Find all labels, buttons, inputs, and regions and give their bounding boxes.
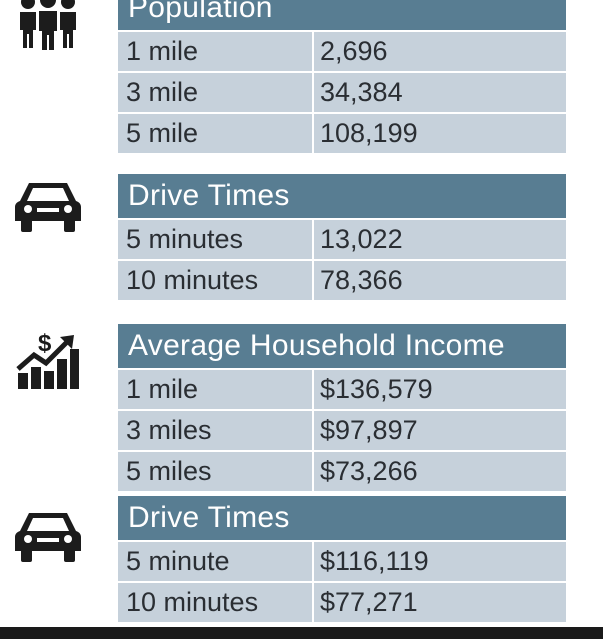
row-label: 10 minutes: [118, 583, 314, 622]
row-label: 1 mile: [118, 32, 314, 71]
drive-times-income-table: Drive Times 5 minute $116,119 10 minutes…: [118, 496, 566, 624]
table-row: 3 mile 34,384: [118, 73, 566, 114]
row-value: 108,199: [314, 114, 566, 153]
table-row: 1 mile 2,696: [118, 32, 566, 73]
section-header: Population: [118, 0, 566, 30]
row-value: $77,271: [314, 583, 566, 622]
row-value: 34,384: [314, 73, 566, 112]
table-row: 5 minutes 13,022: [118, 220, 566, 261]
row-value: $116,119: [314, 542, 566, 581]
table-row: 10 minutes 78,366: [118, 261, 566, 302]
row-value: 78,366: [314, 261, 566, 300]
income-chart-icon: $: [8, 328, 88, 390]
row-value: 13,022: [314, 220, 566, 259]
car-icon: [8, 176, 88, 236]
row-value: $97,897: [314, 411, 566, 450]
table-row: 10 minutes $77,271: [118, 583, 566, 624]
row-value: 2,696: [314, 32, 566, 71]
row-value: $136,579: [314, 370, 566, 409]
table-row: 1 mile $136,579: [118, 370, 566, 411]
car-icon: [8, 506, 88, 566]
section-header: Drive Times: [118, 496, 566, 540]
people-icon: [8, 0, 88, 52]
population-table: Population 1 mile 2,696 3 mile 34,384 5 …: [118, 0, 566, 155]
section-header: Drive Times: [118, 174, 566, 218]
row-label: 1 mile: [118, 370, 314, 409]
svg-text:$: $: [38, 330, 52, 357]
table-row: 3 miles $97,897: [118, 411, 566, 452]
row-label: 5 minute: [118, 542, 314, 581]
section-header: Average Household Income: [118, 324, 566, 368]
household-income-table: Average Household Income 1 mile $136,579…: [118, 324, 566, 493]
row-label: 10 minutes: [118, 261, 314, 300]
table-row: 5 minute $116,119: [118, 542, 566, 583]
row-label: 5 minutes: [118, 220, 314, 259]
row-label: 5 mile: [118, 114, 314, 153]
drive-times-table: Drive Times 5 minutes 13,022 10 minutes …: [118, 174, 566, 302]
bottom-border: [0, 627, 603, 639]
row-label: 5 miles: [118, 452, 314, 491]
row-label: 3 miles: [118, 411, 314, 450]
row-value: $73,266: [314, 452, 566, 491]
table-row: 5 mile 108,199: [118, 114, 566, 155]
table-row: 5 miles $73,266: [118, 452, 566, 493]
row-label: 3 mile: [118, 73, 314, 112]
